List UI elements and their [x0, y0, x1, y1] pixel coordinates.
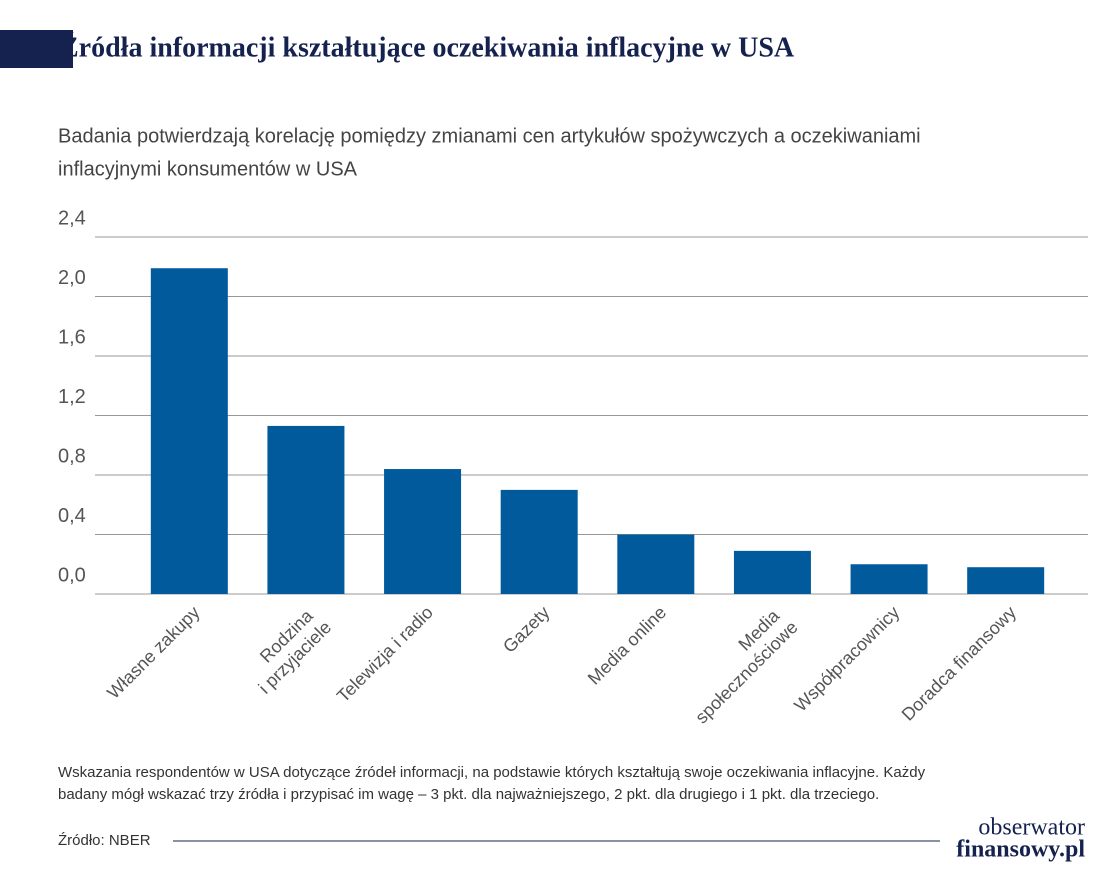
bar: [384, 469, 462, 594]
x-tick-label: Gazety: [499, 602, 553, 656]
x-tick-label: Rodzina i przyjaciele: [239, 602, 334, 697]
bar: [617, 534, 695, 594]
subtitle: inflacyjnymi konsumentów w USA: [58, 158, 358, 180]
y-tick-label: 1,6: [58, 326, 86, 348]
x-tick-label: Media społecznościowe: [676, 602, 801, 727]
x-tick-label: Media online: [584, 602, 670, 688]
note: badany mógł wskazać trzy źródła i przypi…: [58, 786, 879, 803]
chart-title: Źródła informacji kształtujące oczekiwan…: [60, 32, 795, 63]
bar: [733, 550, 811, 594]
bar: [967, 567, 1045, 594]
note: Wskazania respondentów w USA dotyczące ź…: [58, 764, 926, 781]
y-tick-label: 0,4: [58, 505, 86, 527]
y-tick-label: 0,8: [58, 445, 86, 467]
subtitle: Badania potwierdzają korelację pomiędzy …: [58, 125, 921, 147]
y-tick-label: 2,0: [58, 267, 86, 289]
brand: obserwator: [978, 815, 1085, 841]
y-tick-label: 1,2: [58, 386, 86, 408]
x-tick-label: Telewizja i radio: [333, 602, 437, 706]
bar: [500, 489, 578, 594]
x-tick-label: Doradca finansowy: [897, 602, 1019, 724]
y-tick-label: 2,4: [58, 207, 86, 229]
title-bar: [0, 30, 73, 68]
bar: [150, 268, 228, 594]
bar: [267, 425, 345, 594]
x-tick-label: Współpracownicy: [790, 602, 903, 715]
y-tick-label: 0,0: [58, 564, 86, 586]
bar: [850, 564, 928, 594]
source: Źródło: NBER: [58, 832, 151, 849]
x-tick-label: Własne zakupy: [103, 602, 203, 702]
brand: finansowy.pl: [956, 837, 1085, 863]
